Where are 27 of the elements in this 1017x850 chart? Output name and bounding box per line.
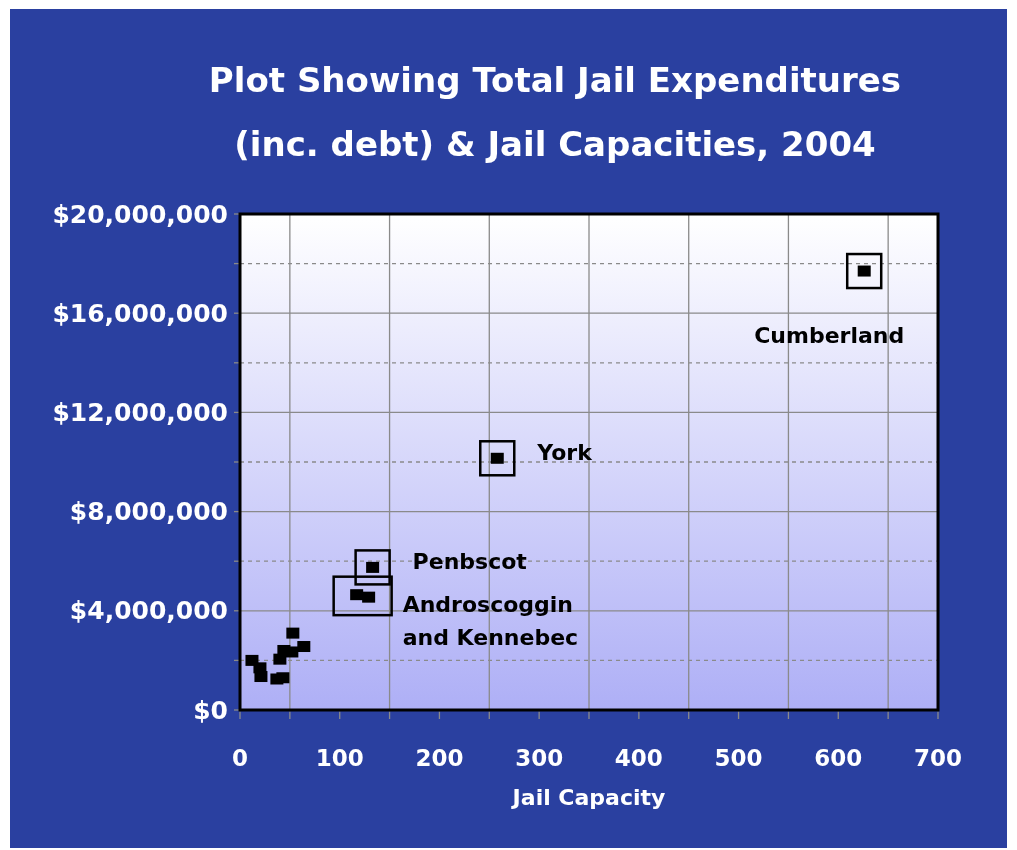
x-tick-label: 600 bbox=[814, 745, 863, 771]
y-tick-label: $16,000,000 bbox=[52, 298, 228, 328]
x-tick-label: 0 bbox=[231, 745, 249, 771]
y-tick-label: $8,000,000 bbox=[69, 497, 228, 527]
x-tick-label: 200 bbox=[415, 745, 464, 771]
annotation: Penbscot bbox=[412, 548, 528, 574]
y-tick-label: $20,000,000 bbox=[52, 199, 228, 229]
point bbox=[276, 672, 290, 684]
x-tick-label: 300 bbox=[515, 745, 564, 771]
x-tick-label: 700 bbox=[913, 745, 963, 771]
point bbox=[362, 591, 376, 603]
annotation: York bbox=[536, 439, 594, 465]
x-tick-label: 400 bbox=[614, 745, 663, 771]
point bbox=[285, 646, 299, 658]
annotation: Androscoggin and Kennebec bbox=[402, 591, 579, 650]
x-axis-title: Jail Capacity bbox=[510, 784, 666, 810]
point bbox=[350, 589, 364, 601]
y-tick-label: $4,000,000 bbox=[69, 596, 228, 626]
y-tick-label: $12,000,000 bbox=[52, 397, 228, 427]
point bbox=[254, 671, 268, 683]
annotation: Cumberland bbox=[754, 322, 905, 348]
point bbox=[286, 627, 300, 639]
x-tick-label: 100 bbox=[315, 745, 364, 771]
x-tick-label: 500 bbox=[714, 745, 763, 771]
point bbox=[297, 641, 311, 653]
chart-title: Plot Showing Total Jail Expenditures (inc. debt) & Jail Capacities, 2004 bbox=[208, 60, 902, 164]
y-tick-label: $0 bbox=[193, 695, 228, 725]
